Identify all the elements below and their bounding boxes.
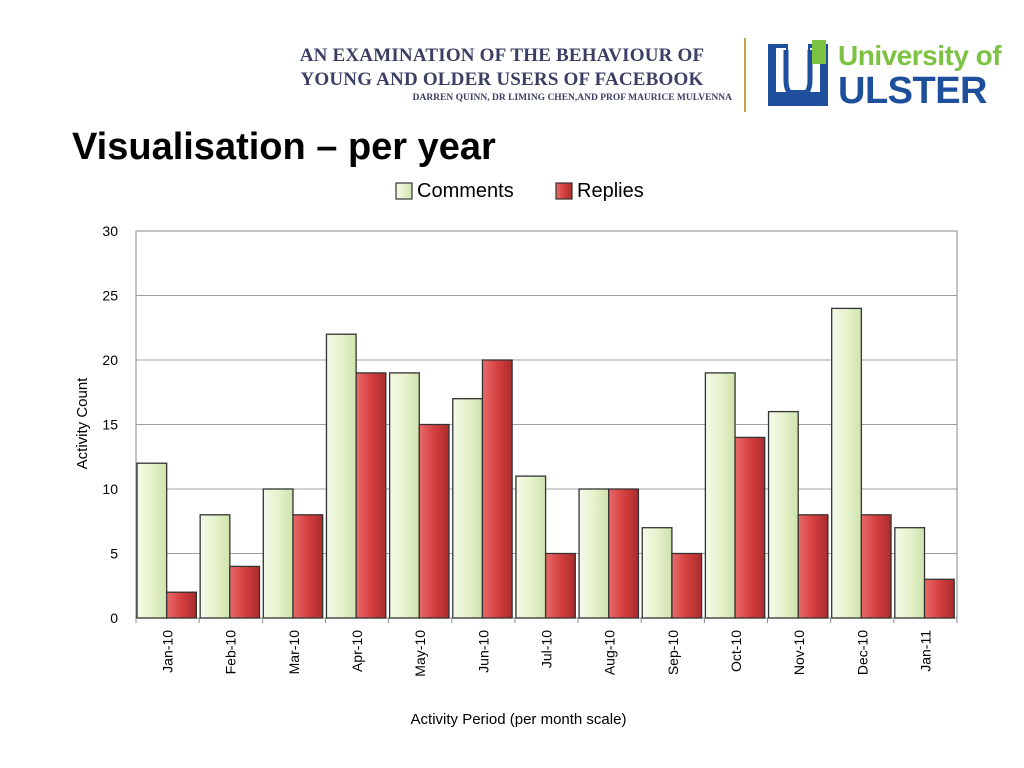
x-tick-label: Aug-10 — [602, 630, 618, 675]
y-tick-label: 5 — [110, 546, 118, 562]
header-title-line-2: YOUNG AND OLDER USERS OF FACEBOOK — [300, 69, 704, 90]
university-logo: University of ULSTER — [766, 40, 1002, 112]
ulster-emblem-icon — [768, 40, 828, 106]
comments-bar — [515, 475, 547, 619]
y-tick-label: 20 — [102, 352, 118, 368]
replies-bar — [923, 578, 955, 619]
x-tick-label: May-10 — [412, 630, 428, 677]
x-tick-label: Jan-11 — [917, 630, 933, 672]
replies-bar — [292, 514, 324, 619]
x-tick-label: Jul-10 — [539, 630, 555, 668]
replies-bar — [481, 359, 513, 619]
x-tick-label: Nov-10 — [791, 630, 807, 675]
replies-bar — [229, 565, 261, 619]
legend-label-comments: Comments — [417, 180, 514, 202]
comments-bar — [767, 410, 799, 619]
comments-bar — [641, 527, 673, 619]
x-tick-label: Oct-10 — [728, 630, 744, 672]
y-tick-label: 25 — [102, 288, 118, 304]
replies-bar — [671, 552, 703, 619]
replies-bar — [860, 514, 892, 619]
presentation-header: AN EXAMINATION OF THE BEHAVIOUR OF YOUNG… — [272, 44, 732, 103]
replies-bar — [544, 552, 576, 619]
comments-bar — [894, 527, 926, 619]
x-tick-label: Apr-10 — [349, 630, 365, 672]
comments-bar — [199, 514, 231, 619]
header-title-line-1: AN EXAMINATION OF THE BEHAVIOUR OF — [299, 45, 705, 66]
comments-bar — [262, 488, 294, 619]
legend-label-replies: Replies — [577, 180, 644, 202]
comments-bar — [452, 398, 484, 619]
replies-bar — [166, 591, 198, 619]
legend-swatch-replies — [555, 182, 573, 200]
logo-text-ulster: ULSTER — [838, 70, 988, 112]
replies-bar — [355, 372, 387, 619]
header-divider — [744, 38, 746, 112]
comments-bar — [136, 462, 168, 619]
x-tick-label: Sep-10 — [665, 630, 681, 675]
comments-bar — [325, 333, 357, 619]
x-tick-label: Jan-10 — [160, 630, 176, 673]
header-authors: DARREN QUINN, DR LIMING CHEN,AND PROF MA… — [412, 93, 732, 103]
y-tick-label: 10 — [102, 481, 118, 497]
replies-bar — [797, 514, 829, 619]
comments-bar — [704, 372, 736, 619]
legend-swatch-comments — [395, 182, 413, 200]
comments-bar — [831, 307, 863, 619]
comments-bar — [578, 488, 610, 619]
y-tick-label: 15 — [102, 417, 118, 433]
x-tick-label: Dec-10 — [854, 630, 870, 675]
x-tick-label: Feb-10 — [223, 630, 239, 675]
x-tick-label: Jun-10 — [475, 630, 491, 673]
y-axis-title: Activity Count — [74, 377, 91, 470]
x-axis-title: Activity Period (per month scale) — [411, 711, 627, 728]
x-tick-label: Mar-10 — [286, 630, 302, 675]
replies-bar — [418, 423, 450, 619]
y-tick-label: 30 — [102, 223, 118, 239]
replies-bar — [608, 488, 640, 619]
logo-text-university-of: University of — [838, 40, 1002, 71]
replies-bar — [734, 436, 766, 619]
slide-title: Visualisation – per year — [72, 126, 496, 168]
comments-bar — [388, 372, 420, 619]
y-tick-label: 0 — [110, 610, 118, 626]
